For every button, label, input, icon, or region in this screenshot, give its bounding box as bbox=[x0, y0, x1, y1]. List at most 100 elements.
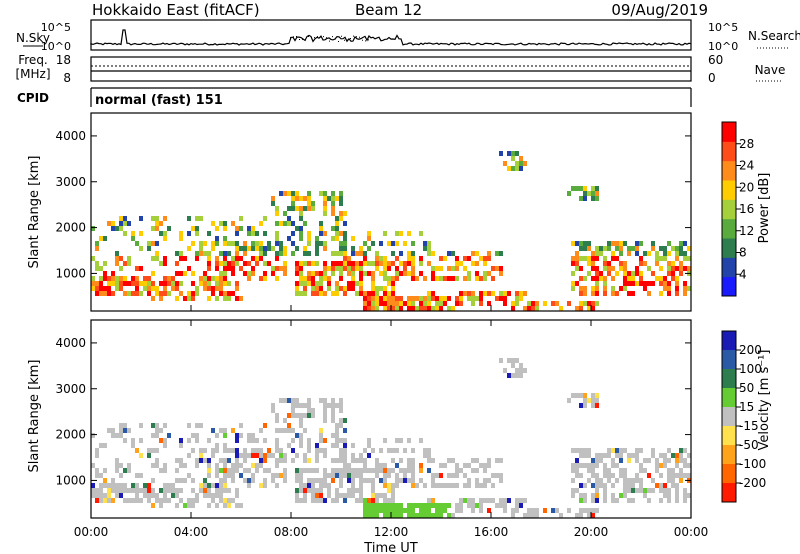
velocity-cell bbox=[335, 498, 339, 503]
velocity-cell bbox=[139, 473, 143, 478]
velocity-cell bbox=[575, 513, 579, 518]
power-cell bbox=[111, 291, 115, 296]
velocity-cell bbox=[619, 458, 623, 463]
velocity-cell bbox=[303, 468, 307, 473]
power-cell bbox=[103, 286, 107, 291]
velocity-cell bbox=[159, 498, 163, 503]
velocity-cell bbox=[343, 498, 347, 503]
power-cell bbox=[319, 291, 323, 296]
power-cell bbox=[487, 251, 491, 256]
power-cell bbox=[583, 191, 587, 196]
velocity-cell bbox=[623, 483, 627, 488]
power-cell bbox=[671, 266, 675, 271]
power-cell bbox=[299, 261, 303, 266]
power-cell bbox=[675, 256, 679, 261]
velocity-cell bbox=[671, 483, 675, 488]
velocity-cell bbox=[151, 503, 155, 508]
power-cell bbox=[339, 286, 343, 291]
power-cell bbox=[359, 251, 363, 256]
velocity-cell bbox=[355, 473, 359, 478]
velocity-cell bbox=[599, 478, 603, 483]
velocity-cell bbox=[463, 498, 467, 503]
power-cell bbox=[487, 301, 491, 306]
velocity-cell bbox=[387, 513, 391, 518]
power-cell bbox=[267, 261, 271, 266]
power-cell bbox=[411, 241, 415, 246]
power-cell bbox=[443, 296, 447, 301]
velocity-cell bbox=[215, 483, 219, 488]
velocity-cell bbox=[535, 513, 539, 518]
power-cell bbox=[391, 261, 395, 266]
velocity-cell bbox=[211, 483, 215, 488]
velocity-cell bbox=[487, 508, 491, 513]
velocity-cell bbox=[299, 473, 303, 478]
power-cell bbox=[223, 221, 227, 226]
velocity-cell bbox=[295, 473, 299, 478]
velocity-cell bbox=[303, 493, 307, 498]
power-cell bbox=[623, 281, 627, 286]
velocity-cell bbox=[303, 453, 307, 458]
velocity-cell bbox=[323, 498, 327, 503]
velocity-cell bbox=[663, 493, 667, 498]
velocity-cell bbox=[379, 468, 383, 473]
date-title: 09/Aug/2019 bbox=[611, 1, 708, 19]
velocity-cell bbox=[115, 488, 119, 493]
velocity-cell bbox=[671, 468, 675, 473]
velocity-cell bbox=[299, 403, 303, 408]
power-cell bbox=[647, 281, 651, 286]
velocity-cell bbox=[215, 448, 219, 453]
power-cell bbox=[283, 251, 287, 256]
velocity-cell bbox=[363, 463, 367, 468]
power-cell bbox=[171, 286, 175, 291]
power-cell bbox=[243, 251, 247, 256]
velocity-cell bbox=[215, 488, 219, 493]
velocity-cell bbox=[659, 488, 663, 493]
velocity-cell bbox=[163, 493, 167, 498]
velocity-cell bbox=[331, 478, 335, 483]
velocity-cell bbox=[271, 453, 275, 458]
power-cell bbox=[311, 276, 315, 281]
velocity-cell bbox=[175, 478, 179, 483]
velocity-cell bbox=[679, 448, 683, 453]
power-cell bbox=[375, 256, 379, 261]
colorbar-swatch bbox=[722, 331, 736, 351]
power-cell bbox=[231, 241, 235, 246]
velocity-cell bbox=[375, 493, 379, 498]
velocity-cell bbox=[503, 498, 507, 503]
velocity-cell bbox=[191, 498, 195, 503]
velocity-cell bbox=[623, 473, 627, 478]
velocity-cell bbox=[427, 448, 431, 453]
power-cell bbox=[491, 276, 495, 281]
velocity-cell bbox=[239, 433, 243, 438]
velocity-cell bbox=[319, 438, 323, 443]
velocity-cell bbox=[307, 403, 311, 408]
velocity-cell bbox=[339, 418, 343, 423]
power-cell bbox=[371, 291, 375, 296]
velocity-cell bbox=[251, 463, 255, 468]
velocity-cell bbox=[307, 438, 311, 443]
velocity-cell bbox=[399, 438, 403, 443]
power-cell bbox=[635, 251, 639, 256]
power-cell bbox=[427, 241, 431, 246]
power-cell bbox=[275, 266, 279, 271]
velocity-cell bbox=[307, 483, 311, 488]
power-cell bbox=[387, 291, 391, 296]
power-cell bbox=[191, 296, 195, 301]
power-cell bbox=[459, 301, 463, 306]
power-cell bbox=[431, 291, 435, 296]
velocity-cell bbox=[223, 503, 227, 508]
power-cell bbox=[359, 291, 363, 296]
power-cell bbox=[215, 276, 219, 281]
power-cell bbox=[219, 286, 223, 291]
velocity-cell bbox=[99, 488, 103, 493]
power-cell bbox=[427, 306, 431, 311]
colorbar-swatch bbox=[722, 218, 736, 239]
power-cell bbox=[275, 211, 279, 216]
velocity-cell bbox=[571, 478, 575, 483]
power-cell bbox=[607, 266, 611, 271]
velocity-cell bbox=[683, 493, 687, 498]
power-cell bbox=[211, 246, 215, 251]
power-cell bbox=[479, 276, 483, 281]
velocity-cell bbox=[395, 513, 399, 518]
velocity-cell bbox=[343, 443, 347, 448]
